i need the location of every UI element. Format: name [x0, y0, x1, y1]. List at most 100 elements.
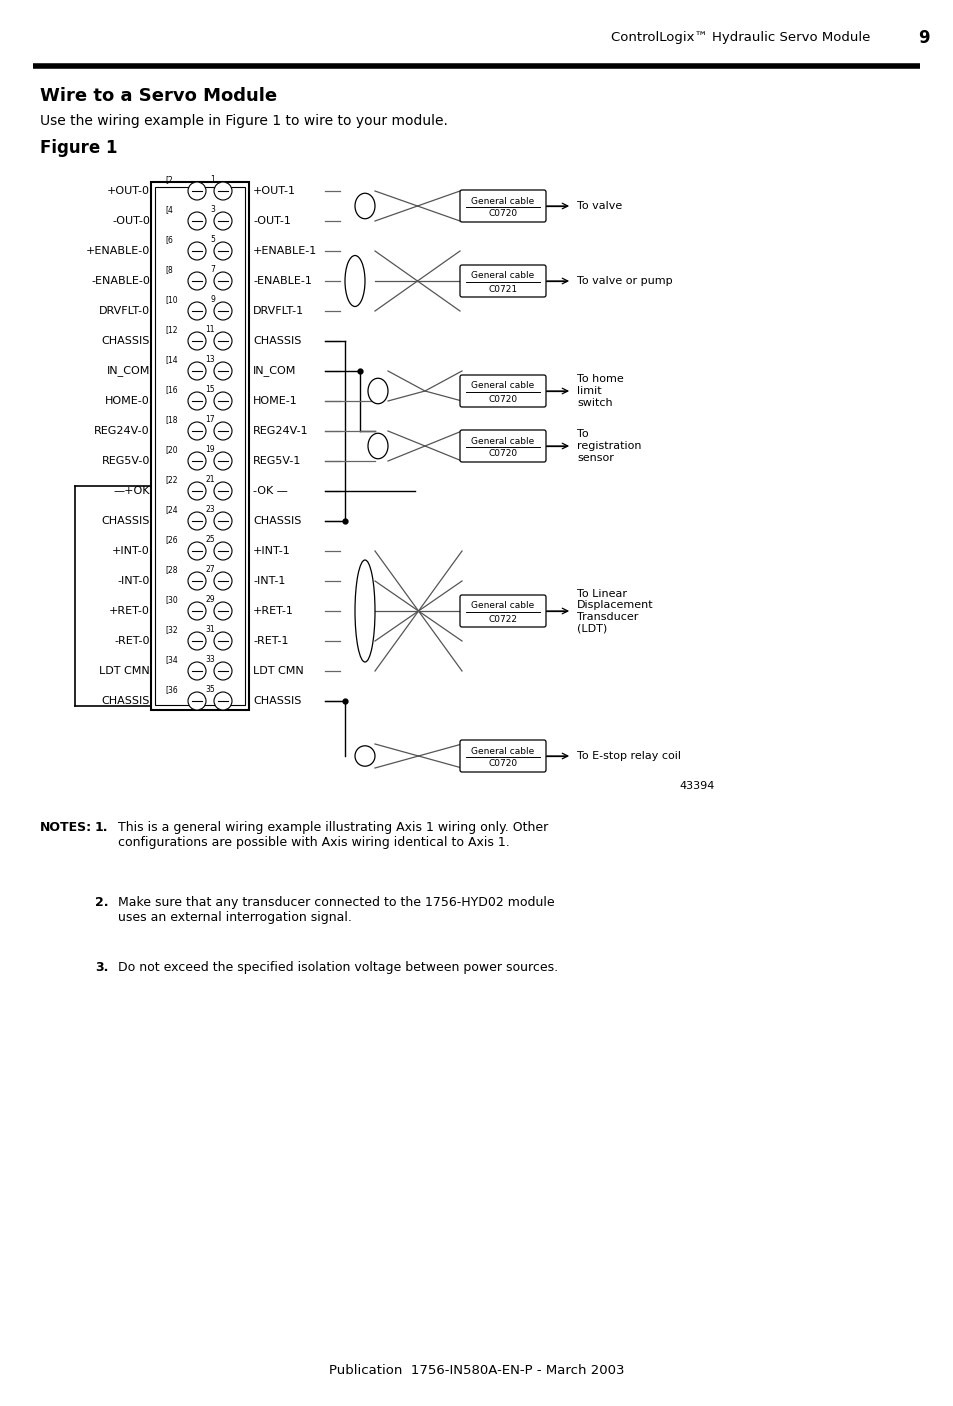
- Text: To valve: To valve: [577, 201, 621, 211]
- Ellipse shape: [368, 433, 388, 458]
- Text: [24: [24: [165, 505, 177, 515]
- Text: 11: 11: [205, 325, 214, 335]
- Circle shape: [188, 271, 206, 290]
- Circle shape: [213, 422, 232, 440]
- Circle shape: [188, 212, 206, 231]
- Circle shape: [213, 572, 232, 591]
- Text: NOTES:: NOTES:: [40, 821, 92, 834]
- Circle shape: [213, 271, 232, 290]
- Text: 9: 9: [918, 30, 929, 46]
- Text: REG5V-1: REG5V-1: [253, 456, 301, 465]
- Text: 19: 19: [205, 446, 214, 454]
- Text: 29: 29: [205, 595, 214, 605]
- Text: REG24V-0: REG24V-0: [94, 426, 150, 436]
- FancyBboxPatch shape: [459, 595, 545, 627]
- Circle shape: [188, 451, 206, 470]
- Text: C0720: C0720: [488, 759, 517, 769]
- Text: General cable: General cable: [471, 381, 534, 391]
- Text: REG5V-0: REG5V-0: [102, 456, 150, 465]
- Text: [8: [8: [165, 264, 172, 274]
- Text: [32: [32: [165, 626, 177, 634]
- Circle shape: [188, 302, 206, 321]
- Text: -ENABLE-1: -ENABLE-1: [253, 276, 312, 285]
- Bar: [154, 187, 245, 704]
- Text: +ENABLE-0: +ENABLE-0: [86, 246, 150, 256]
- Text: General cable: General cable: [471, 197, 534, 205]
- Text: C0720: C0720: [488, 209, 517, 218]
- Text: HOME-1: HOME-1: [253, 396, 297, 406]
- Text: [20: [20: [165, 446, 177, 454]
- Text: -RET-1: -RET-1: [253, 636, 288, 645]
- Circle shape: [213, 181, 232, 200]
- Ellipse shape: [355, 560, 375, 662]
- Circle shape: [213, 541, 232, 560]
- Circle shape: [213, 242, 232, 260]
- Text: 17: 17: [205, 415, 214, 425]
- Text: Publication  1756-IN580A-EN-P - March 2003: Publication 1756-IN580A-EN-P - March 200…: [329, 1364, 624, 1378]
- Circle shape: [188, 181, 206, 200]
- Circle shape: [213, 512, 232, 530]
- Text: 2.: 2.: [95, 896, 109, 910]
- Text: General cable: General cable: [471, 436, 534, 446]
- Circle shape: [188, 361, 206, 380]
- Circle shape: [213, 662, 232, 681]
- Text: DRVFLT-0: DRVFLT-0: [99, 307, 150, 316]
- Text: CHASSIS: CHASSIS: [253, 336, 301, 346]
- Text: 9: 9: [210, 295, 214, 304]
- Circle shape: [188, 512, 206, 530]
- Text: 1.: 1.: [95, 821, 109, 834]
- Text: HOME-0: HOME-0: [105, 396, 150, 406]
- Circle shape: [188, 602, 206, 620]
- Text: [22: [22: [165, 475, 177, 484]
- Circle shape: [213, 212, 232, 231]
- Text: -INT-0: -INT-0: [117, 576, 150, 586]
- Text: [36: [36: [165, 685, 177, 695]
- Circle shape: [213, 361, 232, 380]
- FancyBboxPatch shape: [459, 264, 545, 297]
- Circle shape: [188, 572, 206, 591]
- Circle shape: [188, 633, 206, 650]
- Text: This is a general wiring example illustrating Axis 1 wiring only. Other
configur: This is a general wiring example illustr…: [118, 821, 548, 849]
- Text: +RET-0: +RET-0: [109, 606, 150, 616]
- Text: C0722: C0722: [488, 614, 517, 623]
- Circle shape: [213, 451, 232, 470]
- Text: 3: 3: [210, 205, 214, 214]
- Text: 3.: 3.: [95, 960, 109, 974]
- Text: Figure 1: Figure 1: [40, 139, 117, 157]
- FancyBboxPatch shape: [459, 740, 545, 772]
- Text: -OUT-0: -OUT-0: [112, 217, 150, 226]
- Text: 43394: 43394: [679, 780, 714, 792]
- Text: 35: 35: [205, 685, 214, 695]
- Text: 23: 23: [205, 505, 214, 515]
- Text: 27: 27: [205, 565, 214, 574]
- Text: -RET-0: -RET-0: [114, 636, 150, 645]
- Text: [26: [26: [165, 536, 177, 544]
- Text: CHASSIS: CHASSIS: [102, 516, 150, 526]
- Text: CHASSIS: CHASSIS: [102, 696, 150, 706]
- Circle shape: [188, 541, 206, 560]
- Ellipse shape: [355, 745, 375, 766]
- Text: General cable: General cable: [471, 747, 534, 755]
- Text: 5: 5: [210, 235, 214, 245]
- Circle shape: [188, 392, 206, 411]
- Text: IN_COM: IN_COM: [107, 366, 150, 377]
- Text: 15: 15: [205, 385, 214, 394]
- FancyBboxPatch shape: [459, 190, 545, 222]
- Text: -OK —: -OK —: [253, 486, 288, 496]
- Text: To valve or pump: To valve or pump: [577, 276, 672, 285]
- Text: LDT CMN: LDT CMN: [253, 666, 303, 676]
- Text: 25: 25: [205, 536, 214, 544]
- Text: 21: 21: [205, 475, 214, 484]
- Circle shape: [188, 332, 206, 350]
- Text: LDT CMN: LDT CMN: [99, 666, 150, 676]
- Text: [28: [28: [165, 565, 177, 574]
- Text: General cable: General cable: [471, 271, 534, 281]
- Text: CHASSIS: CHASSIS: [253, 696, 301, 706]
- Circle shape: [213, 302, 232, 321]
- Text: [30: [30: [165, 595, 177, 605]
- Text: To E-stop relay coil: To E-stop relay coil: [577, 751, 680, 761]
- Text: [4: [4: [165, 205, 172, 214]
- Text: 31: 31: [205, 626, 214, 634]
- Text: CHASSIS: CHASSIS: [102, 336, 150, 346]
- Circle shape: [213, 692, 232, 710]
